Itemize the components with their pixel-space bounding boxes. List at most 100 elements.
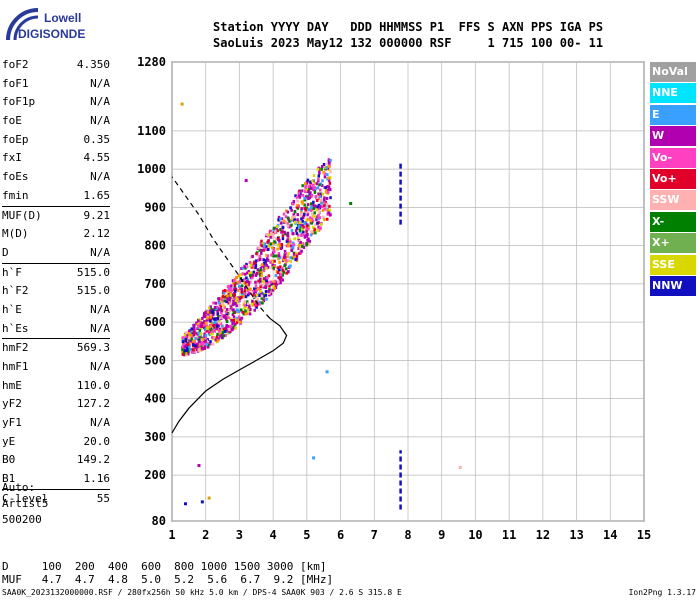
- echo-point: [200, 336, 203, 340]
- echo-point: [257, 279, 260, 283]
- echo-point: [267, 233, 271, 237]
- echo-point: [306, 238, 309, 242]
- echo-point: [211, 335, 214, 339]
- echo-point: [189, 331, 193, 335]
- echo-point: [262, 264, 265, 268]
- echo-point: [307, 197, 310, 201]
- echo-point: [298, 221, 301, 225]
- echo-point: [216, 332, 219, 336]
- echo-point: [243, 272, 247, 276]
- echo-point: [318, 210, 321, 214]
- echo-point: [206, 329, 209, 333]
- isolated-echo-point: [183, 502, 187, 506]
- echo-point: [207, 345, 210, 349]
- echo-point: [244, 281, 248, 285]
- echo-point: [303, 196, 306, 200]
- echo-point: [249, 271, 253, 275]
- echo-point: [250, 302, 254, 306]
- echo-point: [211, 342, 215, 346]
- echo-point: [282, 258, 286, 262]
- echo-point: [272, 228, 275, 232]
- echo-point: [327, 188, 330, 192]
- echo-point: [264, 245, 268, 249]
- echo-point: [266, 280, 270, 284]
- echo-point: [245, 300, 249, 304]
- param-row: h`E N/A: [2, 301, 110, 320]
- echo-point: [190, 334, 193, 338]
- echo-point: [204, 321, 208, 325]
- echo-point: [258, 269, 262, 273]
- echo-point: [265, 264, 268, 268]
- echo-point: [257, 302, 260, 306]
- y-tick-label: 600: [144, 315, 166, 329]
- echo-point: [230, 284, 233, 288]
- param-row: hmF2 569.3: [2, 339, 110, 358]
- echo-point: [203, 320, 206, 324]
- echo-point: [222, 327, 226, 331]
- echo-point: [311, 179, 314, 183]
- param-name: M(D): [2, 227, 29, 241]
- echo-point: [238, 280, 242, 284]
- echo-point: [237, 315, 241, 319]
- echo-point: [263, 277, 266, 281]
- echo-point: [227, 315, 230, 319]
- echo-point: [296, 199, 299, 203]
- echo-point: [278, 260, 281, 264]
- echo-point: [235, 308, 239, 312]
- echo-point: [291, 232, 294, 236]
- echo-point: [217, 324, 220, 328]
- echo-point: [279, 265, 282, 269]
- echo-point: [229, 291, 232, 295]
- echo-point: [194, 344, 197, 348]
- param-value: N/A: [90, 114, 110, 128]
- echo-point: [188, 345, 191, 349]
- echo-point: [291, 245, 295, 249]
- echo-point: [292, 255, 296, 259]
- echo-point: [317, 225, 320, 229]
- echo-point: [326, 162, 329, 166]
- echo-point: [302, 216, 305, 220]
- echo-point: [200, 338, 204, 342]
- echo-point: [221, 334, 224, 338]
- param-name: foF1p: [2, 95, 36, 109]
- echo-point: [293, 218, 296, 222]
- echo-point: [286, 270, 290, 274]
- echo-point: [281, 268, 285, 272]
- echo-point: [273, 265, 276, 269]
- echo-point: [285, 271, 288, 275]
- digisonde-logo: Lowell DIGISONDE: [4, 6, 114, 42]
- echo-point: [218, 321, 221, 325]
- echo-point: [221, 331, 225, 335]
- echo-point: [209, 315, 212, 319]
- echo-point: [316, 205, 319, 209]
- echo-point: [247, 285, 250, 289]
- echo-point: [320, 183, 324, 187]
- echo-point: [310, 217, 314, 221]
- echo-point: [227, 291, 231, 295]
- param-name: h`E: [2, 302, 22, 316]
- echo-point: [272, 231, 276, 235]
- echo-point: [279, 275, 283, 279]
- echo-point: [310, 193, 314, 197]
- echo-point: [182, 343, 185, 347]
- echo-point: [243, 265, 247, 269]
- echo-point: [183, 349, 187, 353]
- echo-point: [327, 185, 331, 189]
- echo-point: [233, 283, 237, 287]
- param-value: N/A: [90, 360, 110, 373]
- echo-point: [228, 328, 231, 332]
- echo-point: [209, 332, 213, 336]
- echo-point: [324, 190, 328, 194]
- echo-point: [304, 210, 308, 214]
- echo-point: [206, 316, 209, 320]
- echo-point: [312, 225, 315, 229]
- echo-point: [325, 196, 329, 200]
- echo-point: [211, 331, 214, 335]
- echo-point: [232, 318, 236, 322]
- echo-point: [220, 309, 223, 313]
- echo-point: [273, 250, 276, 254]
- echo-point: [238, 299, 241, 303]
- echo-point: [225, 312, 229, 316]
- echo-point: [206, 318, 209, 322]
- echo-point: [249, 308, 252, 312]
